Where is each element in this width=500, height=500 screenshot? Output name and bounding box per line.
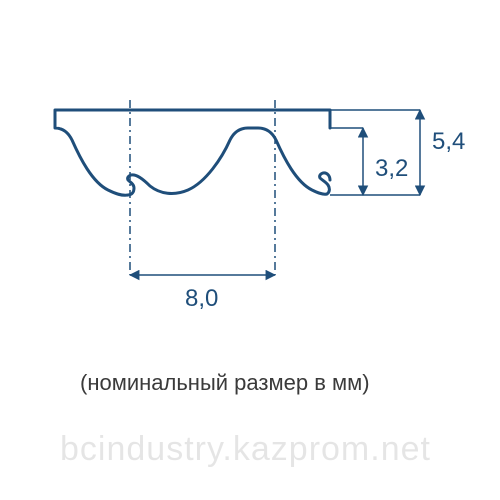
dim-pitch-label: 8,0	[185, 285, 218, 313]
belt-profile-diagram	[0, 0, 500, 500]
watermark-text: bcindustry.kazprom.net	[60, 430, 431, 469]
dim-total-label: 5,4	[432, 128, 465, 156]
belt-profile-outline	[55, 110, 330, 195]
dim-depth-label: 3,2	[375, 155, 408, 183]
diagram-caption: (номинальный размер в мм)	[80, 370, 370, 396]
